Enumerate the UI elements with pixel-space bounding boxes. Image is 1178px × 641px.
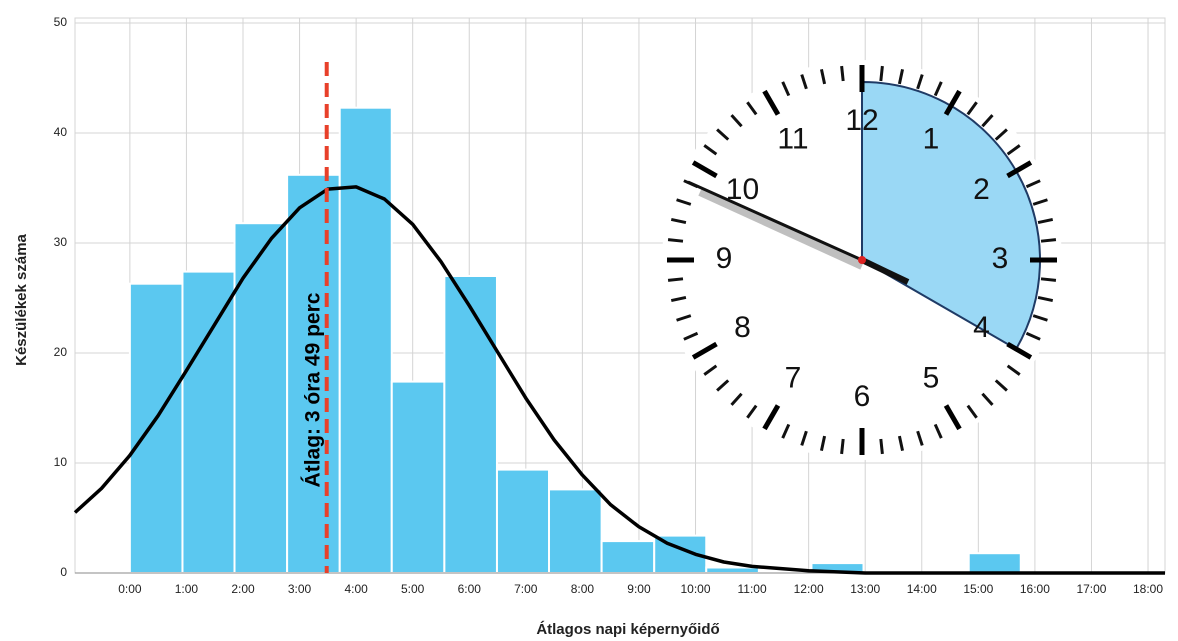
x-tick-label: 15:00 [963, 582, 993, 596]
x-tick-label: 17:00 [1076, 582, 1106, 596]
clock-number: 7 [785, 361, 802, 394]
y-tick-label: 20 [54, 345, 68, 359]
clock-center [858, 256, 866, 264]
x-tick-label: 8:00 [571, 582, 595, 596]
y-tick-label: 50 [54, 15, 68, 29]
x-tick-label: 13:00 [850, 582, 880, 596]
clock-number: 8 [734, 311, 751, 344]
x-axis-label: Átlagos napi képernyőidő [536, 621, 719, 638]
clock-number: 6 [854, 380, 871, 413]
clock-number: 12 [845, 104, 878, 137]
bar [549, 489, 602, 573]
clock-number: 4 [973, 311, 990, 344]
clock-number: 1 [923, 122, 940, 155]
clock-tick [842, 439, 844, 454]
x-tick-label: 7:00 [514, 582, 538, 596]
chart: Készülékek száma Átlagos napi képernyőid… [0, 0, 1178, 641]
y-tick-label: 40 [54, 125, 68, 139]
x-tick-label: 6:00 [458, 582, 482, 596]
bar [340, 108, 392, 573]
x-tick-label: 1:00 [175, 582, 199, 596]
x-tick-label: 5:00 [401, 582, 425, 596]
x-tick-label: 9:00 [627, 582, 651, 596]
x-tick-label: 11:00 [738, 582, 767, 596]
bar [706, 568, 759, 574]
clock-tick [1041, 279, 1056, 281]
clock-tick [668, 279, 683, 281]
x-tick-label: 3:00 [288, 582, 312, 596]
bar [392, 382, 445, 573]
clock-tick [1041, 240, 1056, 242]
x-tick-label: 10:00 [680, 582, 710, 596]
clock-tick [668, 240, 683, 242]
clock-tick [842, 66, 844, 81]
x-tick-label: 14:00 [907, 582, 937, 596]
x-tick-label: 12:00 [794, 582, 824, 596]
x-tick-label: 0:00 [118, 582, 142, 596]
bar [182, 272, 234, 573]
clock-tick [881, 66, 883, 81]
page: Készülékek száma Átlagos napi képernyőid… [0, 0, 1178, 641]
bar [497, 470, 549, 573]
clock-number: 11 [777, 122, 808, 155]
bar [130, 284, 183, 573]
x-tick-label: 4:00 [344, 582, 368, 596]
y-tick-label: 10 [54, 455, 68, 469]
y-tick-label: 0 [60, 565, 67, 579]
clock-number: 5 [923, 361, 940, 394]
x-tick-label: 2:00 [231, 582, 255, 596]
clock-tick [881, 439, 883, 454]
mean-annotation: Átlag: 3 óra 49 perc [301, 292, 324, 487]
clock-number: 2 [973, 173, 990, 206]
bar [602, 541, 655, 573]
bar [444, 276, 497, 573]
bar [235, 223, 288, 573]
clock-number: 9 [716, 242, 733, 275]
clock-number: 3 [992, 242, 1009, 275]
y-tick-label: 30 [54, 235, 68, 249]
y-axis-label: Készülékek száma [13, 233, 30, 365]
x-tick-label: 18:00 [1133, 582, 1163, 596]
x-tick-label: 16:00 [1020, 582, 1050, 596]
bar [969, 553, 1021, 573]
